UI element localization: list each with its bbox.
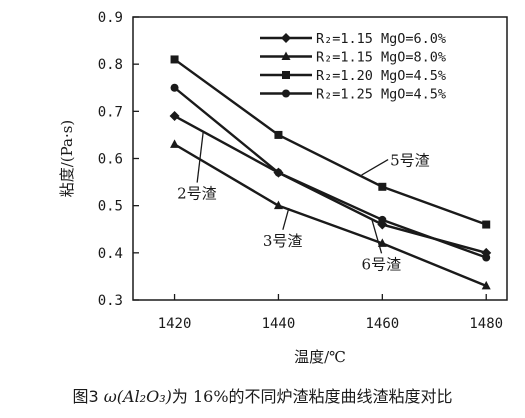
series-layer <box>169 55 492 290</box>
legend-entry: R₂=1.25 MgO=4.5% <box>260 87 446 103</box>
data-point-diamond <box>169 111 180 122</box>
y-axis-ticks: 0.3 0.4 0.5 0.6 0.7 0.8 0.9 <box>98 10 139 309</box>
data-point-triangle <box>377 238 387 247</box>
data-point-circle <box>282 89 290 98</box>
series-line <box>173 58 487 226</box>
slag-annotation: 6号渣 <box>362 219 402 273</box>
data-point-triangle <box>273 200 283 210</box>
data-point-circle <box>378 215 387 224</box>
y-tick-label: 0.9 <box>98 10 123 26</box>
y-tick-label: 0.8 <box>98 57 123 73</box>
data-point-square <box>282 71 290 79</box>
slag-annotation: 2号渣 <box>177 132 217 203</box>
caption-value: 16% <box>192 387 229 406</box>
x-tick-label: 1480 <box>469 316 503 332</box>
annotation-label: 6号渣 <box>362 255 402 273</box>
caption-text-b: 的不同炉渣粘度曲线渣粘度对比 <box>228 387 453 406</box>
y-tick-label: 0.5 <box>98 199 123 215</box>
series-line <box>173 114 487 254</box>
y-axis-title: 粘度/(Pa·s) <box>58 120 76 198</box>
legend-entry: R₂=1.15 MgO=8.0% <box>260 50 446 66</box>
annotation-label: 3号渣 <box>263 232 303 250</box>
data-point-triangle <box>281 51 291 60</box>
data-point-diamond <box>281 33 291 43</box>
legend-label: R₂=1.15 MgO=6.0% <box>316 31 446 47</box>
annotation-label: 5号渣 <box>390 152 430 170</box>
data-point-triangle <box>481 280 491 290</box>
annotation-label: 2号渣 <box>177 185 217 203</box>
slag-annotation: 3号渣 <box>263 207 303 250</box>
data-point-square <box>274 130 283 139</box>
y-tick-label: 0.3 <box>98 293 123 309</box>
data-point-square <box>378 182 387 191</box>
series-circle <box>170 83 491 262</box>
series-line <box>173 143 487 287</box>
data-point-circle <box>482 253 491 262</box>
y-tick-label: 0.4 <box>98 246 123 262</box>
caption-formula: ω(Al₂O₃) <box>103 387 172 406</box>
data-point-triangle <box>170 139 180 148</box>
legend-entry: R₂=1.15 MgO=6.0% <box>260 31 446 47</box>
series-diamond <box>169 111 492 258</box>
slag-annotation: 5号渣 <box>361 152 430 176</box>
viscosity-line-chart: 1420 1440 1460 1480 0.3 0.4 0.5 0.6 0.7 0.8 0.9 2… <box>58 10 508 366</box>
data-point-circle <box>274 168 283 177</box>
legend-label: R₂=1.20 MgO=4.5% <box>316 68 446 84</box>
series-triangle <box>170 139 491 290</box>
x-tick-label: 1460 <box>365 316 399 332</box>
y-tick-label: 0.6 <box>98 152 123 168</box>
annotation-leader <box>282 207 290 230</box>
y-tick-label: 0.7 <box>98 104 123 120</box>
annotation-leader <box>361 159 389 176</box>
annotation-layer: 2号渣 3号渣 5号渣 6号渣 <box>177 132 430 273</box>
data-point-square <box>170 55 179 64</box>
legend: R₂=1.15 MgO=6.0% R₂=1.15 MgO=8.0% R₂=1.20 … <box>260 31 446 103</box>
legend-entry: R₂=1.20 MgO=4.5% <box>260 68 446 84</box>
x-tick-label: 1440 <box>262 316 296 332</box>
figure-label: 图3 <box>72 387 99 406</box>
annotation-leader <box>371 219 383 254</box>
legend-label: R₂=1.15 MgO=8.0% <box>316 50 446 66</box>
annotation-leader <box>196 132 204 183</box>
caption-text-a: 为 <box>171 387 188 406</box>
x-tick-label: 1420 <box>158 316 192 332</box>
legend-label: R₂=1.25 MgO=4.5% <box>316 87 446 103</box>
data-point-diamond <box>481 247 492 258</box>
series-square <box>170 55 491 229</box>
data-point-circle <box>170 83 179 92</box>
figure-caption: 图3 ω(Al₂O₃)为 16%的不同炉渣粘度曲线渣粘度对比 <box>0 383 525 407</box>
x-axis-ticks: 1420 1440 1460 1480 <box>158 294 503 332</box>
series-line <box>173 86 487 259</box>
x-axis-title: 温度/℃ <box>294 348 346 366</box>
data-point-square <box>482 220 491 229</box>
